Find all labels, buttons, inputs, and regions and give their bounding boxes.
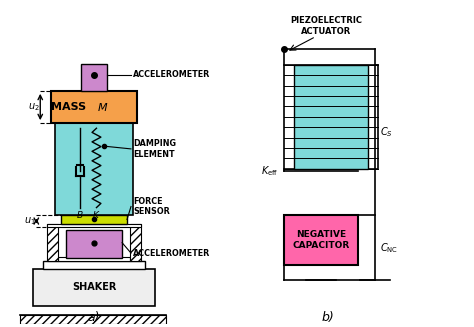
- Bar: [47, 224, 58, 261]
- Text: ACCELEROMETER: ACCELEROMETER: [134, 70, 211, 79]
- Text: $C_S$: $C_S$: [380, 126, 393, 139]
- Bar: [43, 261, 145, 269]
- Text: $u_2$: $u_2$: [28, 101, 40, 113]
- Bar: [66, 230, 122, 258]
- Text: $K$: $K$: [92, 209, 100, 220]
- Bar: [61, 215, 127, 224]
- Text: DAMPING
ELEMENT: DAMPING ELEMENT: [134, 139, 176, 159]
- Bar: [55, 123, 134, 215]
- Text: PIEZOELECTRIC
ACTUATOR: PIEZOELECTRIC ACTUATOR: [290, 16, 362, 36]
- Bar: [284, 215, 358, 265]
- Bar: [294, 65, 368, 169]
- Bar: [20, 315, 165, 324]
- Text: $B$: $B$: [76, 209, 84, 220]
- Text: $M$: $M$: [97, 101, 108, 113]
- Text: NEGATIVE
CAPACITOR: NEGATIVE CAPACITOR: [292, 230, 349, 250]
- Text: SHAKER: SHAKER: [72, 283, 116, 292]
- Bar: [51, 91, 137, 123]
- Text: FORCE
SENSOR: FORCE SENSOR: [134, 197, 170, 216]
- Text: ACCELEROMETER: ACCELEROMETER: [134, 249, 211, 258]
- Text: $K_{\mathrm{eff}}$: $K_{\mathrm{eff}}$: [261, 164, 279, 178]
- Text: a): a): [88, 311, 100, 324]
- Bar: [58, 257, 130, 261]
- Text: MASS: MASS: [51, 102, 90, 112]
- Bar: [81, 64, 107, 91]
- Bar: [47, 224, 141, 227]
- Text: $C_{\mathrm{NC}}$: $C_{\mathrm{NC}}$: [380, 241, 398, 255]
- Bar: [284, 65, 377, 169]
- Bar: [33, 269, 155, 306]
- Text: $u_1$: $u_1$: [25, 215, 36, 227]
- Bar: [130, 224, 141, 261]
- Text: b): b): [322, 311, 335, 324]
